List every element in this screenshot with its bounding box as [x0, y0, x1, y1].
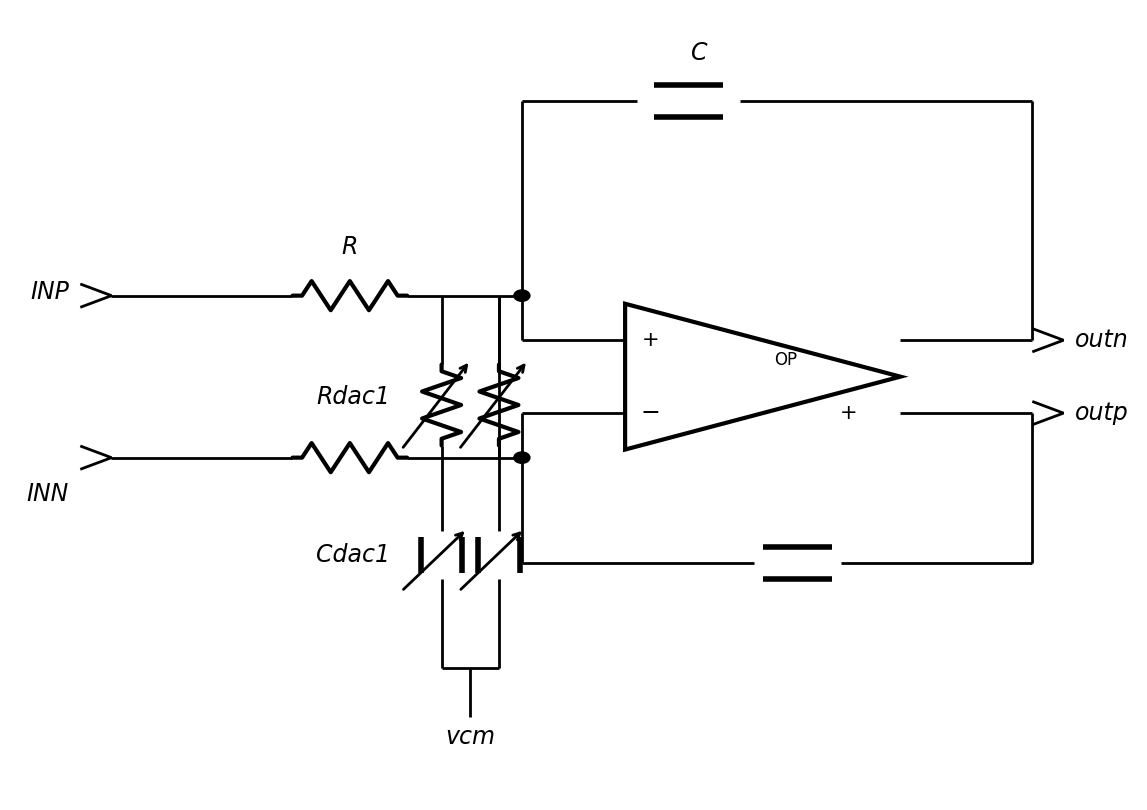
Text: +: + — [840, 403, 858, 423]
Text: Cdac1: Cdac1 — [315, 543, 390, 567]
Text: −: − — [640, 401, 661, 425]
Text: OP: OP — [774, 352, 797, 369]
Circle shape — [514, 452, 530, 463]
Text: Rdac1: Rdac1 — [317, 385, 390, 409]
Text: INP: INP — [30, 279, 69, 304]
Text: +: + — [641, 330, 660, 350]
Text: R: R — [342, 235, 358, 259]
Text: vcm: vcm — [445, 725, 496, 749]
Text: INN: INN — [26, 482, 69, 506]
Text: outn: outn — [1075, 328, 1129, 352]
Text: outp: outp — [1075, 401, 1129, 425]
Text: C: C — [692, 40, 708, 65]
Circle shape — [514, 290, 530, 301]
